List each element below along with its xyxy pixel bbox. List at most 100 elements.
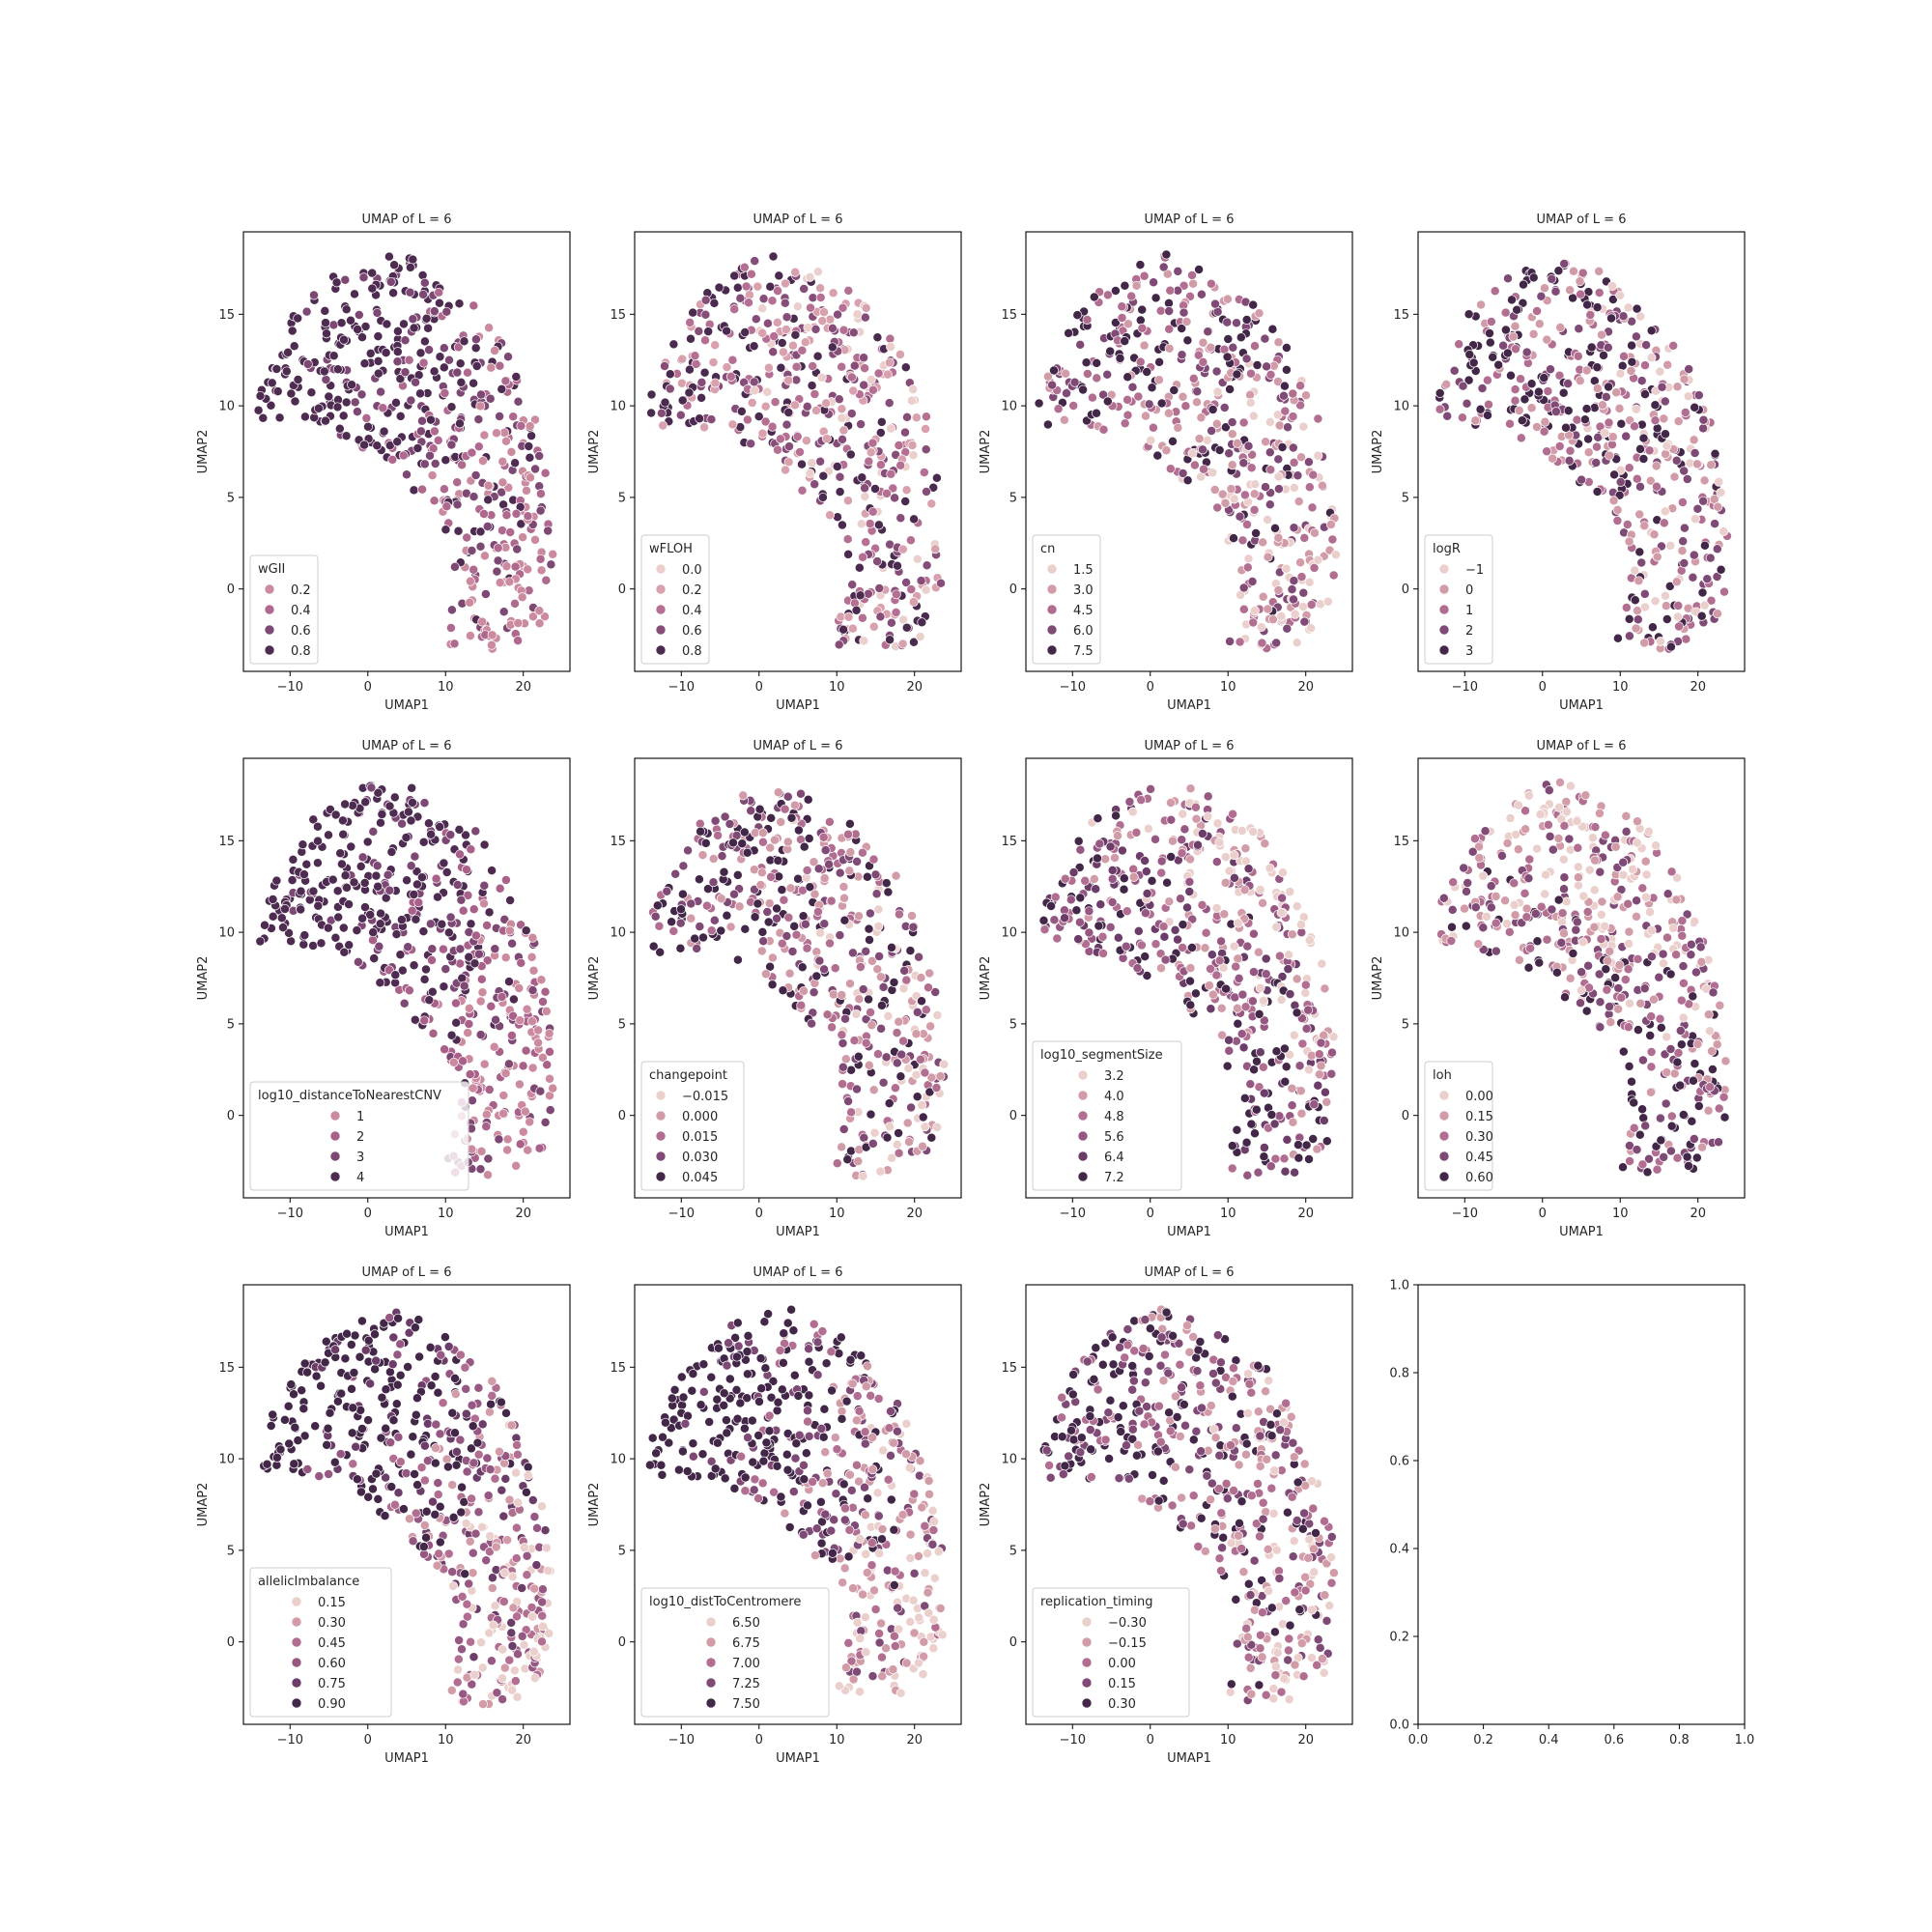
y-tick-label: 5 (1402, 491, 1409, 505)
data-point (302, 1464, 313, 1474)
data-point (1625, 998, 1634, 1009)
data-point (1119, 873, 1129, 884)
data-point (710, 815, 721, 826)
data-point (537, 1501, 547, 1512)
data-point (920, 1122, 930, 1132)
data-point (783, 912, 794, 923)
data-point (838, 1038, 848, 1048)
data-point (441, 306, 452, 317)
data-point (461, 1408, 471, 1419)
data-point (340, 870, 351, 881)
data-point (1197, 899, 1208, 910)
data-point (493, 555, 503, 566)
data-point (312, 821, 323, 832)
y-axis-label: UMAP2 (1371, 956, 1385, 1001)
data-point (1260, 333, 1270, 344)
data-point (719, 867, 729, 877)
legend-marker (1438, 563, 1450, 575)
data-point (690, 351, 700, 361)
legend-entry-label: 1 (356, 1110, 364, 1124)
data-point (1600, 830, 1610, 840)
data-point (1307, 502, 1318, 513)
data-point (514, 983, 525, 993)
y-tick-label: 5 (1402, 1017, 1409, 1032)
scatter-points (1034, 249, 1341, 654)
data-point (1623, 964, 1634, 975)
data-point (468, 1421, 478, 1432)
data-point (271, 364, 282, 374)
data-point (1577, 967, 1587, 978)
data-point (529, 1512, 540, 1522)
data-point (1191, 813, 1202, 824)
data-point (500, 1068, 511, 1079)
data-point (1274, 951, 1285, 961)
data-point (1263, 604, 1273, 614)
data-point (696, 377, 707, 387)
data-point (1246, 463, 1257, 473)
data-point (873, 1049, 883, 1060)
data-point (411, 1508, 421, 1519)
legend-title: changepoint (649, 1068, 727, 1083)
legend-entry-label: 4.0 (1104, 1090, 1124, 1104)
data-point (1635, 481, 1645, 492)
data-point (1676, 995, 1687, 1006)
data-point (462, 865, 471, 875)
y-tick-label: 0 (618, 582, 626, 597)
data-point (501, 436, 511, 446)
data-point (1177, 835, 1187, 845)
data-point (508, 412, 519, 422)
data-point (1274, 420, 1285, 431)
data-point (1674, 621, 1684, 632)
data-point (1252, 1056, 1262, 1066)
data-point (1254, 1009, 1264, 1019)
data-point (1288, 442, 1298, 453)
data-point (341, 397, 352, 408)
data-point (393, 1488, 404, 1498)
data-point (1695, 942, 1706, 952)
data-point (1240, 843, 1251, 854)
data-point (1600, 921, 1610, 931)
data-point (912, 1007, 923, 1017)
data-point (746, 269, 756, 279)
data-point (332, 886, 343, 896)
data-point (1142, 367, 1152, 377)
data-point (466, 1636, 476, 1647)
data-point (518, 1126, 528, 1137)
data-point (288, 854, 298, 865)
data-point (834, 639, 844, 650)
data-point (1539, 426, 1549, 437)
data-point (1212, 386, 1223, 397)
data-point (410, 851, 420, 862)
legend-entry-label: 7.5 (1073, 644, 1094, 659)
data-point (1267, 614, 1278, 625)
data-point (501, 510, 512, 521)
data-point (1292, 974, 1302, 984)
data-point (1068, 401, 1079, 411)
data-point (1665, 969, 1676, 980)
data-point (1185, 854, 1196, 865)
data-point (1212, 502, 1223, 513)
data-point (781, 312, 792, 323)
data-point (465, 1069, 475, 1080)
data-point (1543, 819, 1553, 830)
data-point (419, 1520, 430, 1530)
data-point (1521, 347, 1532, 357)
data-point (777, 938, 787, 949)
data-point (443, 1342, 454, 1351)
data-point (1672, 611, 1683, 622)
data-point (448, 1057, 459, 1067)
data-point (413, 897, 424, 908)
data-point (1064, 327, 1074, 338)
data-point (469, 1458, 479, 1468)
data-point (446, 1685, 457, 1695)
data-point (807, 1018, 817, 1029)
data-point (330, 810, 341, 820)
data-point (1210, 298, 1220, 309)
data-point (774, 270, 784, 281)
data-point (469, 564, 479, 575)
data-point (894, 440, 904, 450)
data-point (1264, 416, 1275, 427)
legend-marker (1438, 583, 1450, 595)
